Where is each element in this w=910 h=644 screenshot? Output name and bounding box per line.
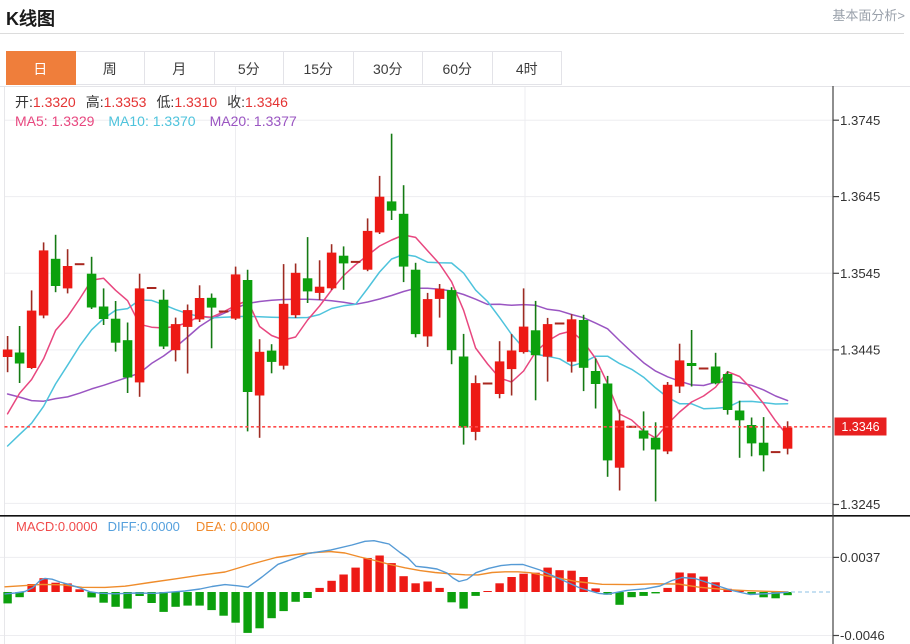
svg-text:0.0037: 0.0037 — [840, 550, 880, 565]
svg-text:1.3346: 1.3346 — [841, 420, 879, 434]
svg-text:-0.0046: -0.0046 — [840, 628, 885, 643]
svg-text:1.3445: 1.3445 — [840, 343, 880, 358]
svg-text:1.3745: 1.3745 — [840, 113, 880, 128]
svg-text:1.3645: 1.3645 — [840, 189, 880, 204]
svg-text:1.3245: 1.3245 — [840, 497, 880, 512]
svg-text:1.3545: 1.3545 — [840, 266, 880, 281]
